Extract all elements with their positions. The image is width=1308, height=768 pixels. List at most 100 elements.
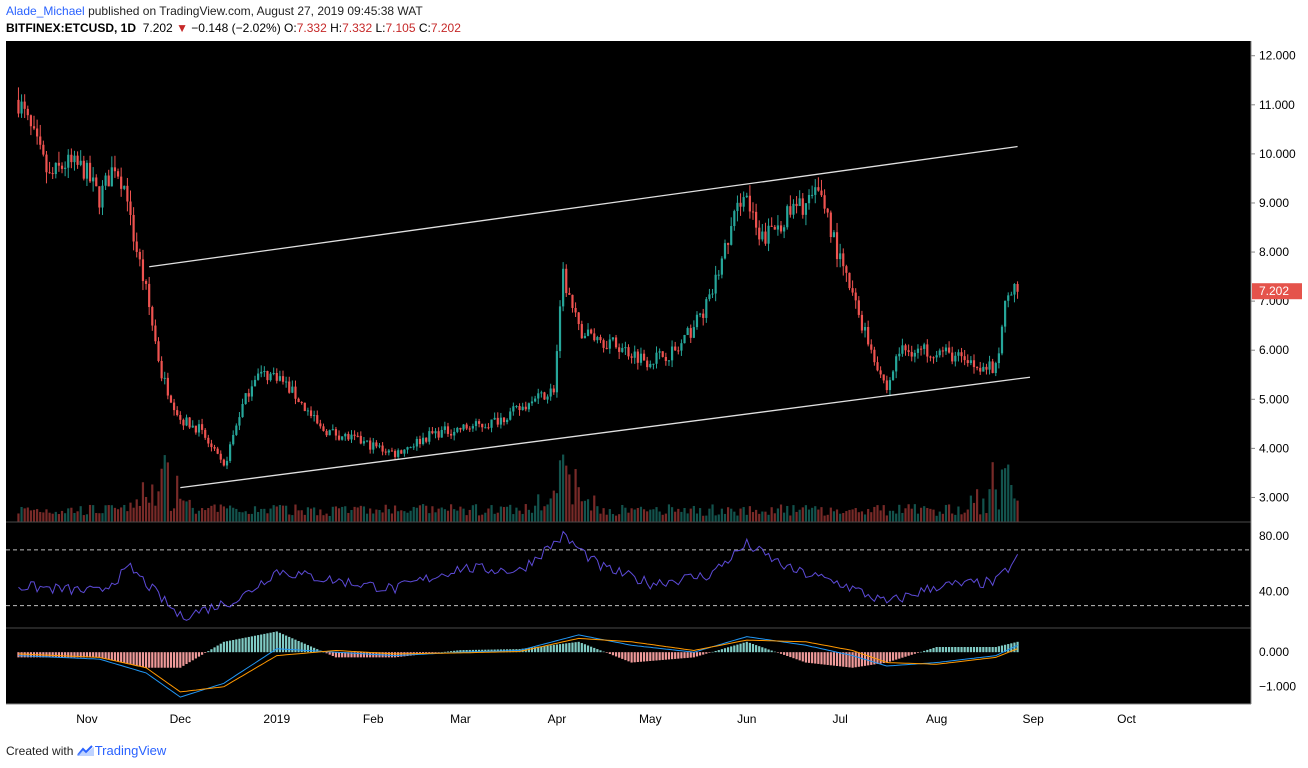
candle-body	[882, 374, 885, 381]
candle-body	[250, 386, 253, 397]
candle-body	[895, 356, 898, 372]
trendline-upper-channel[interactable]	[149, 145, 1018, 268]
macd-histogram-bar	[935, 647, 938, 653]
change-arrow-icon: ▼	[176, 21, 188, 35]
candle-body	[745, 195, 748, 198]
macd-histogram-bar	[530, 647, 534, 653]
macd-histogram-bar	[67, 652, 70, 658]
candle-body	[341, 436, 344, 440]
volume-bar	[854, 508, 857, 522]
volume-bar	[257, 512, 260, 522]
candle-body	[182, 419, 185, 426]
volume-bar	[901, 512, 904, 522]
volume-bar	[929, 508, 932, 522]
volume-bar	[459, 506, 462, 522]
macd-histogram-bar	[695, 652, 699, 657]
candle-body	[742, 197, 745, 207]
volume-bar	[614, 515, 618, 522]
macd-histogram-bar	[723, 648, 727, 653]
trendline-lower-channel[interactable]	[180, 376, 1031, 489]
volume-bar	[1010, 485, 1013, 522]
volume-bar	[848, 509, 851, 522]
volume-bar	[369, 508, 372, 522]
time-tick-label: Mar	[450, 712, 471, 726]
macd-histogram-bar	[898, 652, 901, 659]
macd-histogram-bar	[344, 652, 347, 658]
volume-bar	[101, 513, 104, 522]
rsi-tick-label: 40.00	[1259, 585, 1289, 599]
tradingview-brand-link[interactable]: TradingView	[94, 743, 167, 758]
macd-histogram-bar	[969, 647, 972, 653]
volume-bar	[126, 511, 129, 522]
volume-layer	[17, 454, 1019, 522]
candle-body	[372, 442, 375, 450]
macd-histogram-bar	[1013, 642, 1016, 653]
macd-histogram-bar	[350, 652, 353, 658]
volume-bar	[876, 505, 879, 522]
volume-bar	[260, 508, 263, 522]
volume-bar	[515, 507, 518, 522]
macd-histogram-bar	[194, 652, 197, 659]
candle-body	[702, 313, 705, 318]
volume-bar	[250, 513, 253, 522]
volume-bar	[708, 508, 711, 522]
time-tick-label: Apr	[548, 712, 567, 726]
macd-histogram-bar	[767, 649, 770, 653]
high-label: H:	[330, 21, 343, 35]
macd-histogram-bar	[157, 652, 160, 668]
volume-bar	[169, 510, 173, 522]
author-link[interactable]: Alade_Michael	[6, 4, 85, 18]
candle-body	[879, 370, 882, 375]
volume-bar	[558, 460, 562, 522]
macd-histogram-bar	[633, 652, 636, 663]
volume-bar	[309, 508, 313, 522]
volume-bar	[182, 500, 185, 522]
candle-body	[138, 251, 141, 260]
candle-body	[748, 195, 751, 212]
volume-bar	[1016, 500, 1019, 522]
volume-bar	[698, 508, 702, 522]
macd-histogram-bar	[885, 652, 888, 663]
candle-body	[39, 136, 42, 145]
candle-body	[524, 406, 527, 410]
time-tick-label: Sep	[1022, 712, 1044, 726]
candle-body	[471, 426, 474, 429]
macd-histogram-bar	[976, 647, 979, 653]
candle-body	[786, 206, 789, 228]
candle-body	[655, 352, 658, 364]
candle-body	[369, 440, 372, 450]
candle-body	[169, 395, 173, 403]
macd-histogram-bar	[988, 647, 991, 653]
volume-bar	[711, 504, 714, 522]
macd-histogram-bar	[456, 650, 459, 653]
volume-bar	[275, 506, 278, 522]
macd-histogram-bar	[951, 647, 954, 653]
volume-bar	[913, 504, 916, 522]
volume-bar	[966, 509, 969, 522]
macd-histogram-bar	[465, 650, 468, 653]
macd-histogram-bar	[727, 647, 730, 653]
macd-histogram-bar	[586, 645, 590, 653]
candle-body	[692, 327, 695, 338]
candle-body	[285, 381, 288, 383]
volume-bar	[403, 511, 406, 522]
candle-body	[518, 406, 521, 411]
volume-bar	[910, 508, 913, 522]
candle-body	[860, 314, 864, 331]
volume-bar	[393, 505, 397, 522]
volume-bar	[365, 513, 369, 522]
candle-body	[42, 144, 45, 155]
candle-body	[397, 450, 400, 457]
volume-bar	[540, 510, 543, 522]
macd-histogram-bar	[783, 652, 786, 655]
macd-histogram-bar	[972, 647, 976, 653]
candle-body	[216, 448, 219, 454]
volume-bar	[82, 515, 85, 522]
candle-body	[191, 425, 194, 428]
candle-body	[51, 173, 54, 175]
macd-histogram-bar	[462, 650, 465, 653]
macd-histogram-bar	[309, 646, 313, 653]
volume-bar	[29, 510, 32, 522]
macd-histogram-bar	[390, 652, 394, 658]
